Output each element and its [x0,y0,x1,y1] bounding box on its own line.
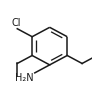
Text: Cl: Cl [12,18,21,28]
Text: H₂N: H₂N [15,73,34,83]
